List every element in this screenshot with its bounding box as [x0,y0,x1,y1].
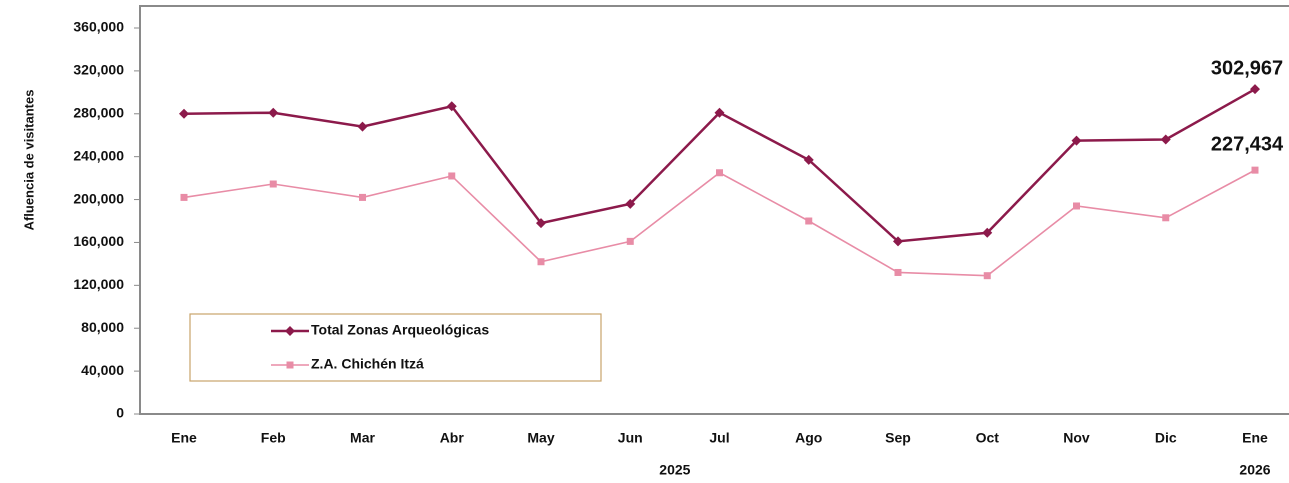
point [1073,202,1080,210]
point [269,180,277,188]
point [448,172,456,180]
point [357,121,368,132]
point [285,326,295,336]
x-tick-label: Dic [1155,430,1177,446]
x-group-label: 2026 [1239,462,1270,478]
point [983,272,991,280]
value-label: 302,967 [1211,57,1283,79]
y-tick-label: 200,000 [73,190,124,206]
point [1160,134,1171,145]
series-line [183,169,1256,277]
x-tick-label: Nov [1063,430,1090,446]
legend-box [189,313,602,382]
point [536,218,546,229]
point [1250,84,1260,95]
point [286,361,294,369]
y-axis-label: Afluencia de visitantes [21,90,36,231]
x-tick-label: Sep [885,430,911,446]
point [1162,214,1170,222]
y-tick-label: 160,000 [73,233,124,249]
point [894,268,902,276]
x-tick-label: Ago [795,430,822,446]
x-tick-label: Mar [350,430,375,446]
point [803,154,814,165]
point [805,217,813,225]
x-tick-label: Ene [171,430,197,446]
x-tick-label: Feb [261,430,286,446]
y-tick-label: 240,000 [73,147,124,163]
y-tick-label: 80,000 [81,319,124,335]
point [1071,135,1082,146]
point [982,227,993,238]
point [537,258,545,266]
point [626,237,634,245]
series [180,166,1259,280]
x-tick-label: Ene [1242,430,1268,446]
y-tick-label: 320,000 [73,62,124,78]
point [446,101,457,112]
x-tick-label: Abr [440,430,465,446]
point [893,236,903,247]
x-tick-label: Jul [709,430,729,446]
y-tick-label: 0 [116,405,124,421]
series [179,84,1260,247]
y-tick-label: 120,000 [73,276,124,292]
y-tick-label: 360,000 [73,19,124,35]
point [359,193,366,201]
x-tick-label: Oct [976,430,1000,446]
point [716,169,723,177]
x-tick-label: May [527,430,554,446]
point [714,107,725,118]
y-tick-label: 280,000 [73,104,124,120]
plot-frame [139,5,1289,415]
legend-label: Z.A. Chichén Itzá [311,356,424,372]
point [268,107,279,118]
point [179,108,189,119]
point [625,198,636,209]
legend-label: Total Zonas Arqueológicas [311,322,489,338]
x-group-label: 2025 [659,462,690,478]
point [180,193,188,201]
point [1251,166,1259,174]
x-tick-label: Jun [618,430,643,446]
y-tick-label: 40,000 [81,362,124,378]
legend: Total Zonas Arqueológicas Z.A. Chichén It… [189,313,602,382]
value-label: 227,434 [1211,133,1284,155]
